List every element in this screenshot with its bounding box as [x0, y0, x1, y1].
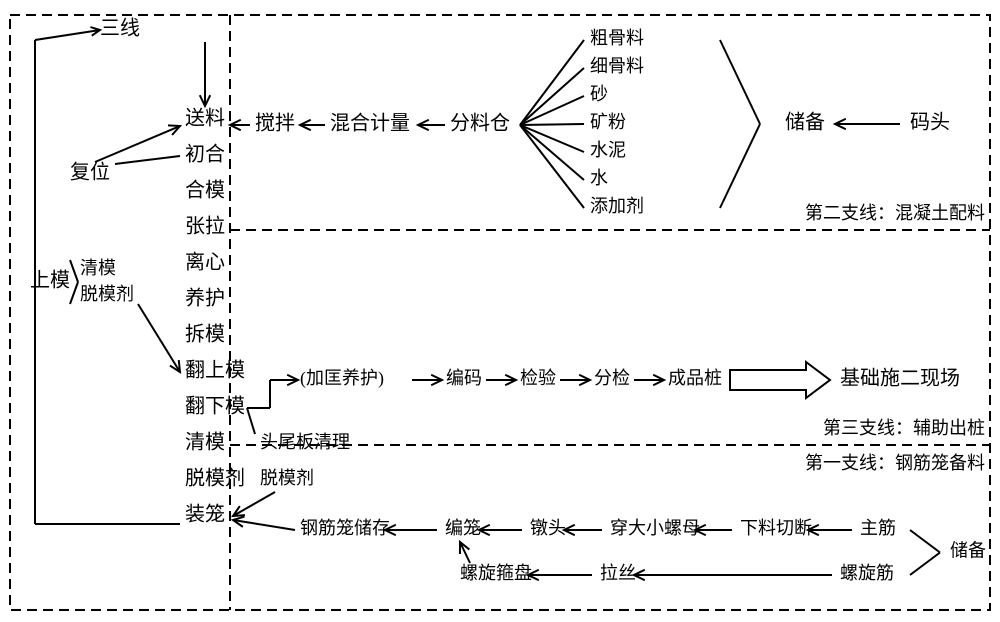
- line: [247, 408, 255, 434]
- matou: 码头: [910, 111, 950, 134]
- step-6: 拆模: [185, 323, 225, 346]
- jiaoban: 搅拌: [255, 112, 295, 135]
- mid-2: 检验: [520, 368, 556, 388]
- line: [520, 124, 584, 125]
- material-2: 砂: [590, 84, 608, 104]
- line: [115, 156, 180, 164]
- line: [233, 492, 275, 516]
- material-5: 水: [590, 168, 608, 188]
- line: [720, 124, 760, 208]
- bot2-1: 拉丝: [600, 563, 636, 583]
- qingmo-left: 清模: [80, 258, 116, 278]
- bot1-5: 主筋: [860, 518, 896, 538]
- mid-0: (加匡养护): [300, 368, 384, 389]
- line: [520, 40, 584, 125]
- branch1-label: 第一支线：钢筋笼备料: [805, 453, 985, 473]
- tuomoji2: 脱模剂: [260, 468, 314, 488]
- line: [520, 96, 584, 125]
- chubei-top: 储备: [785, 111, 825, 134]
- line: [35, 30, 100, 40]
- tuomoji-left: 脱模剂: [80, 284, 134, 304]
- jichu: 基础施二现场: [840, 367, 960, 390]
- mid-3: 分检: [594, 368, 630, 388]
- step-11: 装笼: [185, 503, 225, 526]
- step-4: 离心: [185, 251, 225, 274]
- step-8: 翻下模: [185, 395, 245, 418]
- material-0: 粗骨料: [590, 28, 644, 48]
- line: [138, 304, 180, 372]
- hollow-arrow: [730, 362, 830, 398]
- mid-1: 编码: [446, 368, 482, 388]
- fuwei: 复位: [70, 161, 110, 184]
- material-3: 矿粉: [590, 112, 626, 132]
- line: [520, 68, 584, 125]
- fenliaocang: 分料仓: [450, 112, 510, 135]
- line: [910, 530, 940, 553]
- branch2-label: 第二支线：混凝土配料: [805, 203, 985, 223]
- material-4: 水泥: [590, 140, 626, 160]
- branch3-label: 第三支线：辅助出桩: [823, 418, 985, 438]
- outer-frame: [10, 15, 990, 610]
- bot1-3: 穿大小螺母: [610, 518, 700, 538]
- step-10: 脱模剂: [185, 467, 245, 490]
- bot2-0: 螺旋箍盘: [460, 563, 532, 583]
- line: [910, 553, 940, 576]
- line: [70, 260, 78, 282]
- line: [70, 282, 78, 304]
- material-1: 细骨料: [590, 56, 644, 76]
- hunhejiliang: 混合计量: [330, 112, 410, 135]
- step-1: 初合: [185, 143, 225, 166]
- step-0: 送料: [185, 107, 225, 130]
- line: [720, 40, 760, 124]
- arrow-head: [170, 360, 180, 372]
- bot2-2: 螺旋筋: [840, 563, 894, 583]
- toweiban: 头尾板清理: [260, 432, 350, 452]
- bot1-0: 钢筋笼储存: [300, 518, 390, 538]
- line: [233, 520, 295, 530]
- step-3: 张拉: [185, 215, 225, 238]
- bot1-2: 镦头: [530, 518, 566, 538]
- line: [520, 125, 584, 180]
- main-title: 三线: [100, 17, 140, 40]
- step-2: 合模: [185, 179, 225, 202]
- chubei-bot: 储备: [950, 541, 986, 561]
- step-5: 养护: [185, 287, 225, 310]
- step-7: 翻上模: [185, 359, 245, 382]
- bot1-4: 下料切断: [740, 518, 812, 538]
- flowchart-canvas: 三线送料初合合模张拉离心养护拆模翻上模翻下模清模脱模剂装笼复位上模清模脱模剂搅拌…: [0, 0, 1000, 622]
- material-6: 添加剂: [590, 196, 644, 216]
- step-9: 清模: [185, 431, 225, 454]
- bot1-1: 编笼: [445, 518, 481, 538]
- mid-4: 成品桩: [668, 368, 722, 388]
